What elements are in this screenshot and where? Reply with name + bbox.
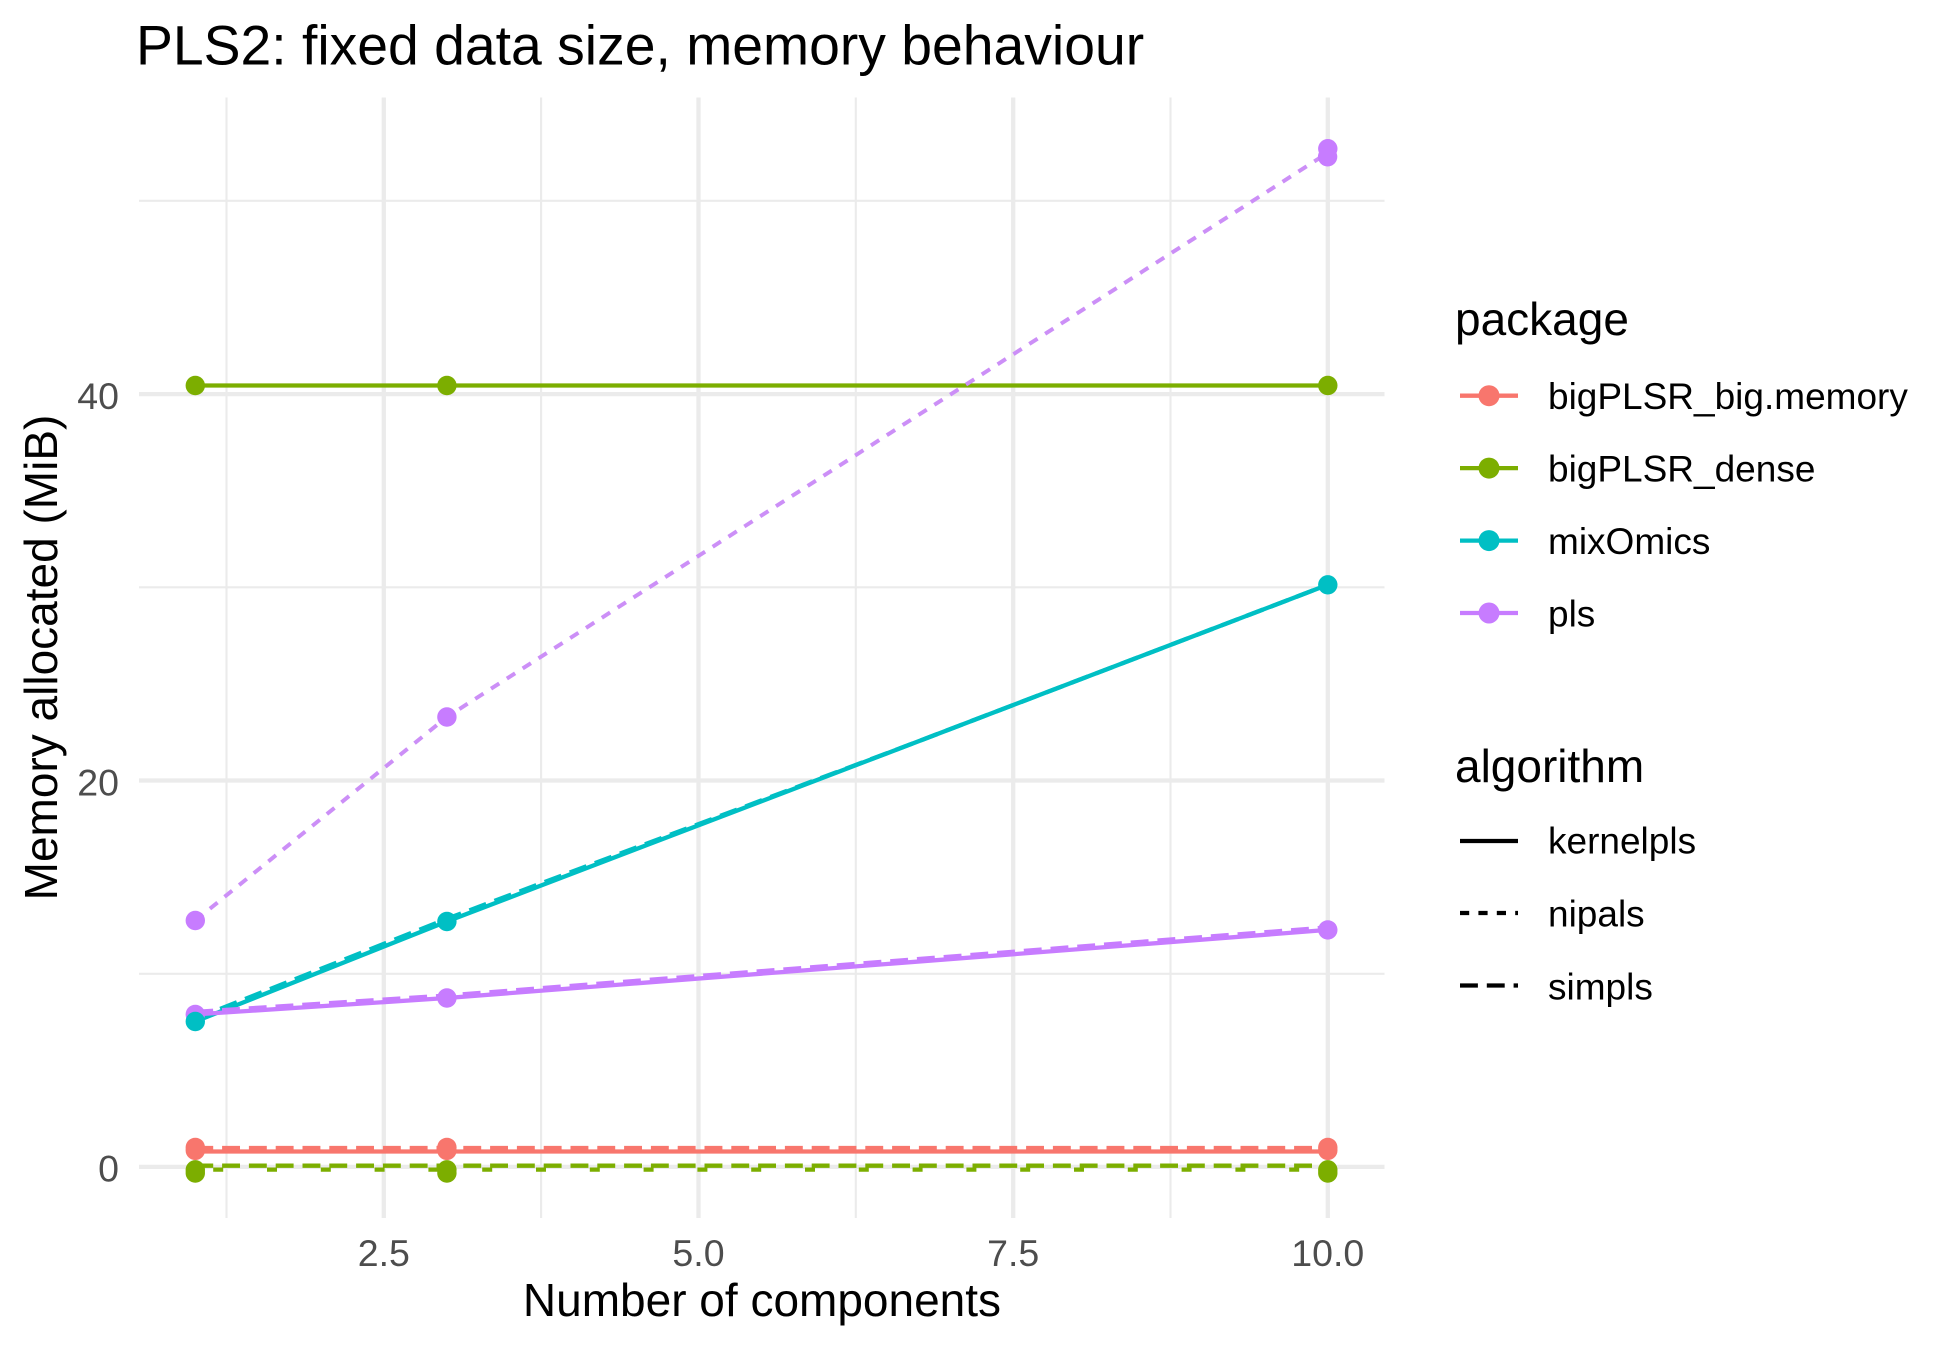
svg-text:20: 20	[77, 761, 119, 803]
svg-text:simpls: simpls	[1548, 967, 1653, 1008]
svg-text:5.0: 5.0	[672, 1232, 724, 1274]
svg-text:algorithm: algorithm	[1455, 740, 1644, 792]
svg-text:bigPLSR_big.memory: bigPLSR_big.memory	[1548, 376, 1908, 417]
svg-text:kernelpls: kernelpls	[1548, 821, 1696, 862]
svg-text:7.5: 7.5	[987, 1232, 1039, 1274]
svg-text:Number of components: Number of components	[523, 1274, 1001, 1326]
svg-text:2.5: 2.5	[358, 1232, 410, 1274]
svg-text:10.0: 10.0	[1291, 1232, 1364, 1274]
svg-text:nipals: nipals	[1548, 894, 1645, 935]
svg-text:PLS2: fixed data size, memory: PLS2: fixed data size, memory behaviour	[136, 14, 1144, 76]
svg-text:40: 40	[77, 375, 119, 417]
svg-text:Memory allocated (MiB): Memory allocated (MiB)	[15, 415, 67, 901]
svg-text:0: 0	[98, 1148, 119, 1190]
svg-text:pls: pls	[1548, 594, 1595, 635]
svg-text:bigPLSR_dense: bigPLSR_dense	[1548, 449, 1815, 490]
svg-text:package: package	[1455, 293, 1629, 345]
svg-text:mixOmics: mixOmics	[1548, 521, 1710, 562]
